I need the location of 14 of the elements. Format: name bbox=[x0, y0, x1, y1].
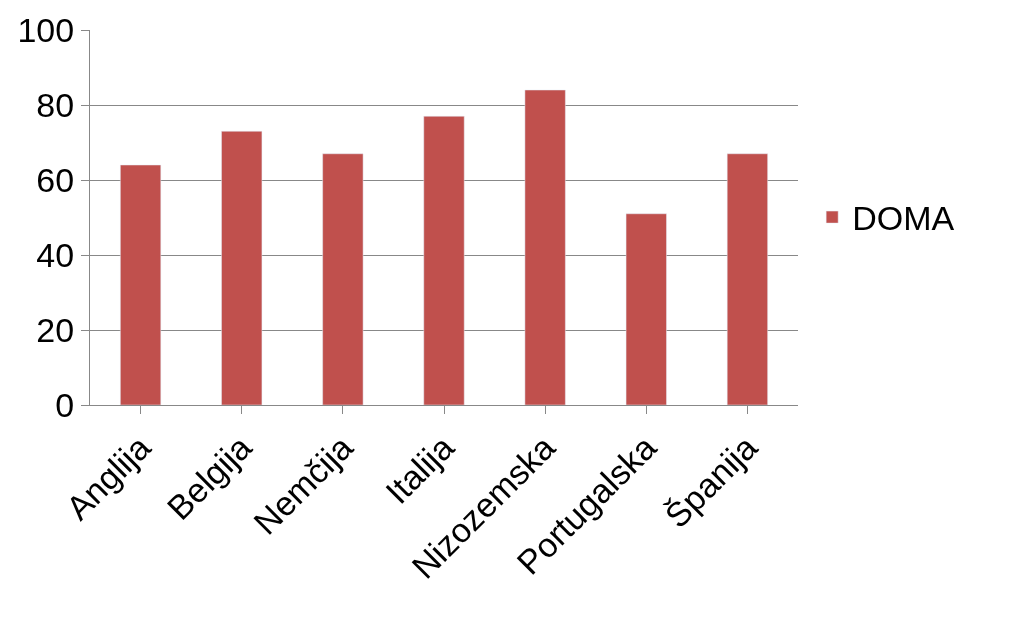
y-tick-label: 40 bbox=[36, 235, 75, 274]
bar bbox=[726, 153, 768, 405]
bar bbox=[221, 131, 263, 405]
bar bbox=[423, 116, 465, 405]
y-tick-label: 60 bbox=[36, 160, 75, 199]
bar bbox=[625, 213, 667, 405]
y-tick-label: 100 bbox=[17, 10, 75, 49]
y-tick-label: 80 bbox=[36, 85, 75, 124]
bar bbox=[524, 89, 566, 405]
y-tick-label: 0 bbox=[55, 385, 75, 424]
y-tick-label: 20 bbox=[36, 310, 75, 349]
bar bbox=[120, 164, 162, 405]
legend-label: DOMA bbox=[852, 199, 955, 238]
bar bbox=[322, 153, 364, 405]
